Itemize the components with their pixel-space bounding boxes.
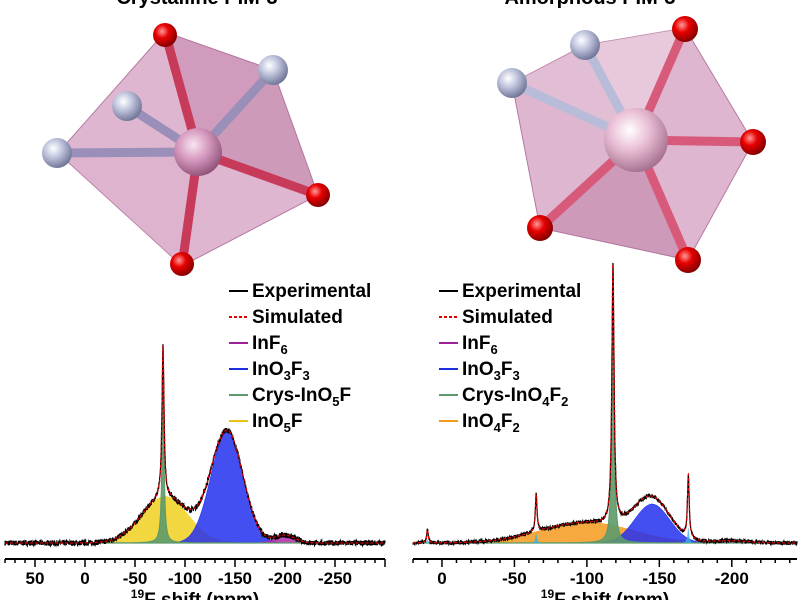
oxygen-atom xyxy=(153,23,177,47)
legend-label: Simulated xyxy=(462,307,553,328)
x-axis-label: 19F shift (ppm) xyxy=(541,587,669,600)
x-tick-label: -100 xyxy=(168,569,202,588)
spike-component-area xyxy=(423,539,432,543)
fluorine-atom xyxy=(42,138,72,168)
indium-atom xyxy=(174,128,222,176)
component-crys-ino5f-area xyxy=(5,391,385,544)
simulated-curve xyxy=(413,264,797,544)
simulated-curve xyxy=(5,345,385,544)
legend-label: Crys-InO4F2 xyxy=(462,385,568,409)
x-tick-label: -150 xyxy=(218,569,252,588)
legend-label: Simulated xyxy=(252,307,343,328)
oxygen-atom xyxy=(306,183,330,207)
legend: Experimental Simulated InF6InO3F3Crys-InO5… xyxy=(229,281,371,435)
x-tick-label: -250 xyxy=(318,569,352,588)
legend-label: InF6 xyxy=(462,333,498,357)
left-structure xyxy=(42,23,330,276)
right-polyhedron-face xyxy=(540,140,688,260)
right-polyhedron-face xyxy=(512,45,636,140)
legend-label: InF6 xyxy=(252,333,288,357)
x-tick-label: -200 xyxy=(715,569,749,588)
right-panel-title: Amorphous PIM-3 xyxy=(504,0,675,9)
fluorine-atom xyxy=(497,68,527,98)
x-tick-label: -150 xyxy=(642,569,676,588)
x-tick-label: 0 xyxy=(437,569,446,588)
indium-atom xyxy=(604,108,668,172)
right-nmr-chart: 0 -50 -100 -150 -200 19F shift (ppm) Experimen… xyxy=(412,262,798,600)
legend-label: InO4F2 xyxy=(462,411,520,435)
x-tick-label: 50 xyxy=(26,569,45,588)
left-polyhedron-face xyxy=(198,70,318,195)
legend-label: Experimental xyxy=(252,281,371,302)
fluorine-atom xyxy=(570,30,600,60)
oxygen-atom xyxy=(527,215,553,241)
x-axis-label-isotope: 19 xyxy=(541,587,555,600)
legend-label: InO3F3 xyxy=(462,359,520,383)
oxygen-atom xyxy=(170,252,194,276)
legend-label: InO3F3 xyxy=(252,359,310,383)
x-tick-label: -200 xyxy=(268,569,302,588)
left-polyhedron-face xyxy=(58,152,198,266)
x-tick-label: -100 xyxy=(570,569,604,588)
spike-component-area xyxy=(684,527,693,543)
right-polyhedron-face xyxy=(585,28,685,140)
x-axis-label: 19F shift (ppm) xyxy=(131,587,259,600)
x-tick-label: 0 xyxy=(80,569,89,588)
legend: Experimental Simulated InF6InO3F3Crys-InO4… xyxy=(439,281,581,435)
x-axis-label-text: F shift (ppm) xyxy=(144,590,259,600)
x-tick-label: -50 xyxy=(123,569,148,588)
right-structure xyxy=(497,16,766,273)
oxygen-atom xyxy=(675,247,701,273)
left-panel-title: Crystalline PIM-3 xyxy=(116,0,277,9)
experimental-curve xyxy=(4,344,386,548)
fluorine-atom xyxy=(258,55,288,85)
oxygen-atom xyxy=(740,129,766,155)
legend-label: Crys-InO5F xyxy=(252,385,351,409)
experimental-curve xyxy=(412,262,798,547)
left-nmr-chart: 50 0 -50 -100 -150 -200 -250 19F shift (ppm) Exp… xyxy=(4,281,386,600)
x-axis-label-text: F shift (ppm) xyxy=(554,590,669,600)
oxygen-atom xyxy=(672,16,698,42)
spike-component-area xyxy=(531,533,541,543)
x-axis-label-isotope: 19 xyxy=(131,587,145,600)
legend-label: Experimental xyxy=(462,281,581,302)
fluorine-atom xyxy=(112,91,142,121)
legend-label: InO5F xyxy=(252,411,303,435)
x-tick-label: -50 xyxy=(502,569,527,588)
